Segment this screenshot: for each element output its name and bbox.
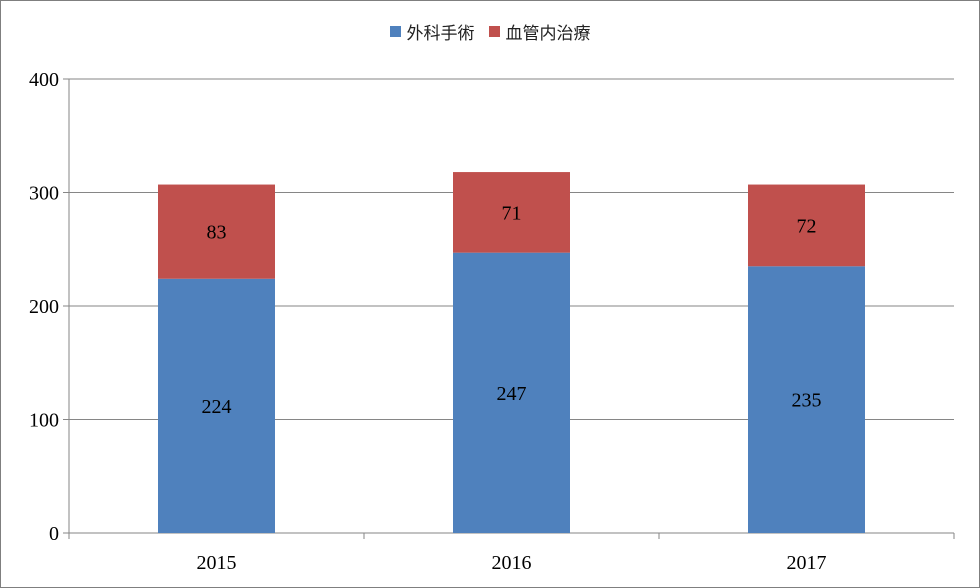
bar-endovascular-2016: [453, 172, 570, 253]
data-label-endovascular-2017: 72: [797, 215, 817, 237]
legend-label-endovascular: 血管内治療: [505, 24, 591, 44]
y-tick-label: 200: [29, 296, 59, 318]
x-tick-label: 2016: [492, 552, 532, 574]
data-label-endovascular-2016: 71: [502, 202, 522, 224]
data-label-surgery-2016: 247: [497, 383, 527, 405]
legend-swatch-surgery: [389, 26, 401, 37]
bar-surgery-2017: [748, 266, 865, 533]
bar-endovascular-2015: [158, 184, 275, 279]
data-label-surgery-2017: 235: [792, 390, 822, 412]
bar-endovascular-2017: [748, 184, 865, 267]
legend-item-surgery: 外科手術: [389, 19, 475, 44]
legend-swatch-endovascular: [488, 26, 500, 37]
y-tick-label: 300: [29, 183, 59, 205]
x-tick-label: 2015: [197, 552, 237, 574]
legend-item-endovascular: 血管内治療: [488, 19, 591, 44]
y-tick-label: 100: [29, 410, 59, 432]
y-tick-label: 400: [29, 69, 59, 91]
legend: 外科手術 血管内治療: [1, 19, 979, 44]
data-label-surgery-2015: 224: [202, 396, 232, 418]
bar-surgery-2015: [158, 278, 275, 533]
data-label-endovascular-2015: 83: [207, 222, 227, 244]
legend-label-surgery: 外科手術: [406, 24, 475, 44]
x-tick-label: 2017: [787, 552, 827, 574]
bar-surgery-2016: [453, 252, 570, 533]
y-tick-label: 0: [49, 523, 59, 545]
